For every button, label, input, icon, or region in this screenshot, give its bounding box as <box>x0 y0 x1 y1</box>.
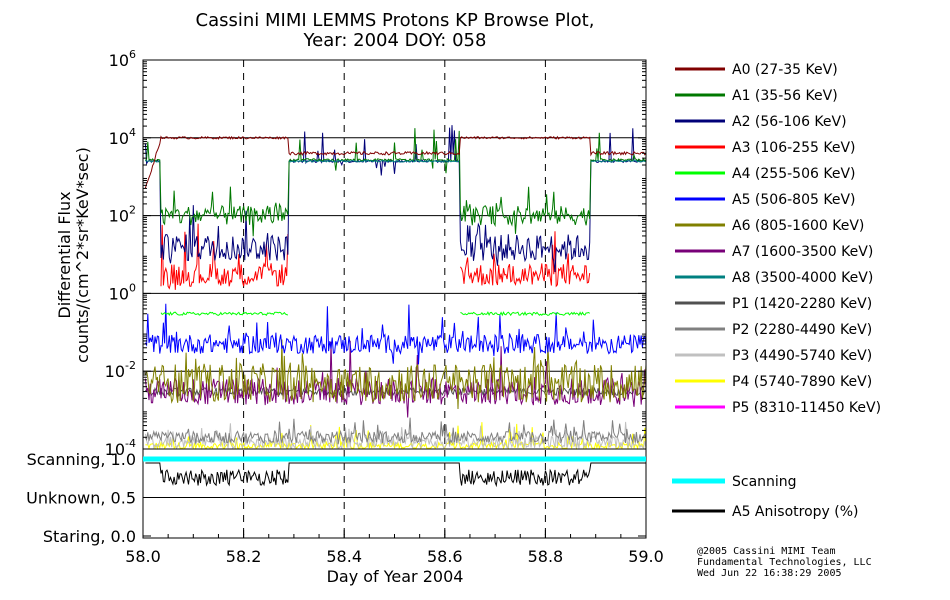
plot-frame <box>142 59 647 539</box>
y-tick-label: 104 <box>109 126 136 148</box>
scan-axis-label: Staring, 0.0 <box>43 527 136 546</box>
series-p2-line <box>144 417 647 445</box>
series-a6-line <box>144 339 647 410</box>
series-a7-line <box>144 340 647 418</box>
y-tick-label: 106 <box>109 48 136 70</box>
legend-label: A3 (106-255 KeV) <box>732 140 855 156</box>
series-a2-line <box>144 125 647 273</box>
legend-label: P5 (8310-11450 KeV) <box>732 400 881 416</box>
x-tick-label: 58.6 <box>427 547 463 566</box>
y-axis-title-line1: Differential Flux <box>55 191 74 318</box>
y-tick-label: 10-4 <box>105 437 136 459</box>
scan-axis-label: Scanning, 1.0 <box>27 450 136 469</box>
series-a1-line <box>144 128 647 237</box>
y-tick-label: 100 <box>109 281 136 303</box>
legend-label: P3 (4490-5740 KeV) <box>732 348 872 364</box>
series-a3-line <box>160 223 591 290</box>
x-tick-label: 58.2 <box>226 547 262 566</box>
x-tick-label: 58.8 <box>528 547 564 566</box>
credit-timestamp: Wed Jun 22 16:38:29 2005 <box>697 568 842 579</box>
legend-label: A0 (27-35 KeV) <box>732 62 838 78</box>
credit-company: Fundamental Technologies, LLC <box>697 557 872 568</box>
x-tick-label: 58.0 <box>125 547 161 566</box>
legend-label: A1 (35-56 KeV) <box>732 88 838 104</box>
x-tick-labels: 58.0 58.2 58.4 58.6 58.8 59.0 <box>125 547 664 566</box>
y-axis-title-line2: counts/(cm^2*sr*KeV*sec) <box>73 147 92 363</box>
x-tick-label: 58.4 <box>326 547 362 566</box>
legend-label: P4 (5740-7890 KeV) <box>732 374 872 390</box>
axis-titles: Day of Year 2004 Differential Flux counts/… <box>55 147 463 586</box>
series-a5-line <box>144 303 647 365</box>
legend-label: P1 (1420-2280 KeV) <box>732 296 872 312</box>
y-tick-label: 102 <box>109 204 136 226</box>
grid-lines <box>143 60 646 538</box>
legend-label: A7 (1600-3500 KeV) <box>732 244 873 260</box>
series-p3-line <box>144 421 647 450</box>
legend-label: Scanning <box>732 474 797 490</box>
legend-label: P2 (2280-4490 KeV) <box>732 322 872 338</box>
anisotropy-trace <box>145 462 646 488</box>
chart-title: Cassini MIMI LEMMS Protons KP Browse Plo… <box>195 10 595 31</box>
legend: A0 (27-35 KeV) A1 (35-56 KeV) A2 (56-106 K… <box>672 62 881 520</box>
legend-label: A5 (506-805 KeV) <box>732 192 855 208</box>
series-a0-line <box>144 135 647 189</box>
legend-label: A6 (805-1600 KeV) <box>732 218 864 234</box>
scan-panel-border <box>142 448 647 539</box>
legend-label: A5 Anisotropy (%) <box>732 504 859 520</box>
scan-axis-label: Unknown, 0.5 <box>26 489 136 508</box>
legend-label: A4 (255-506 KeV) <box>732 166 855 182</box>
series-a8-line <box>145 159 647 163</box>
legend-label: A2 (56-106 KeV) <box>732 114 847 130</box>
series-p1-line <box>144 385 647 398</box>
y-tick-label: 10-2 <box>105 359 136 381</box>
series-a4-line <box>160 311 590 317</box>
series-lines <box>144 125 647 451</box>
scanning-panel: Scanning, 1.0 Unknown, 0.5 Staring, 0.0 <box>26 450 646 546</box>
x-tick-label: 59.0 <box>628 547 664 566</box>
y-tick-labels: 10-4 10-2 100 102 104 106 <box>105 48 136 459</box>
chart-subtitle: Year: 2004 DOY: 058 <box>303 30 487 51</box>
legend-label: A8 (3500-4000 KeV) <box>732 270 873 286</box>
credit-copyright: @2005 Cassini MIMI Team <box>697 546 836 557</box>
x-axis-title: Day of Year 2004 <box>327 567 464 586</box>
